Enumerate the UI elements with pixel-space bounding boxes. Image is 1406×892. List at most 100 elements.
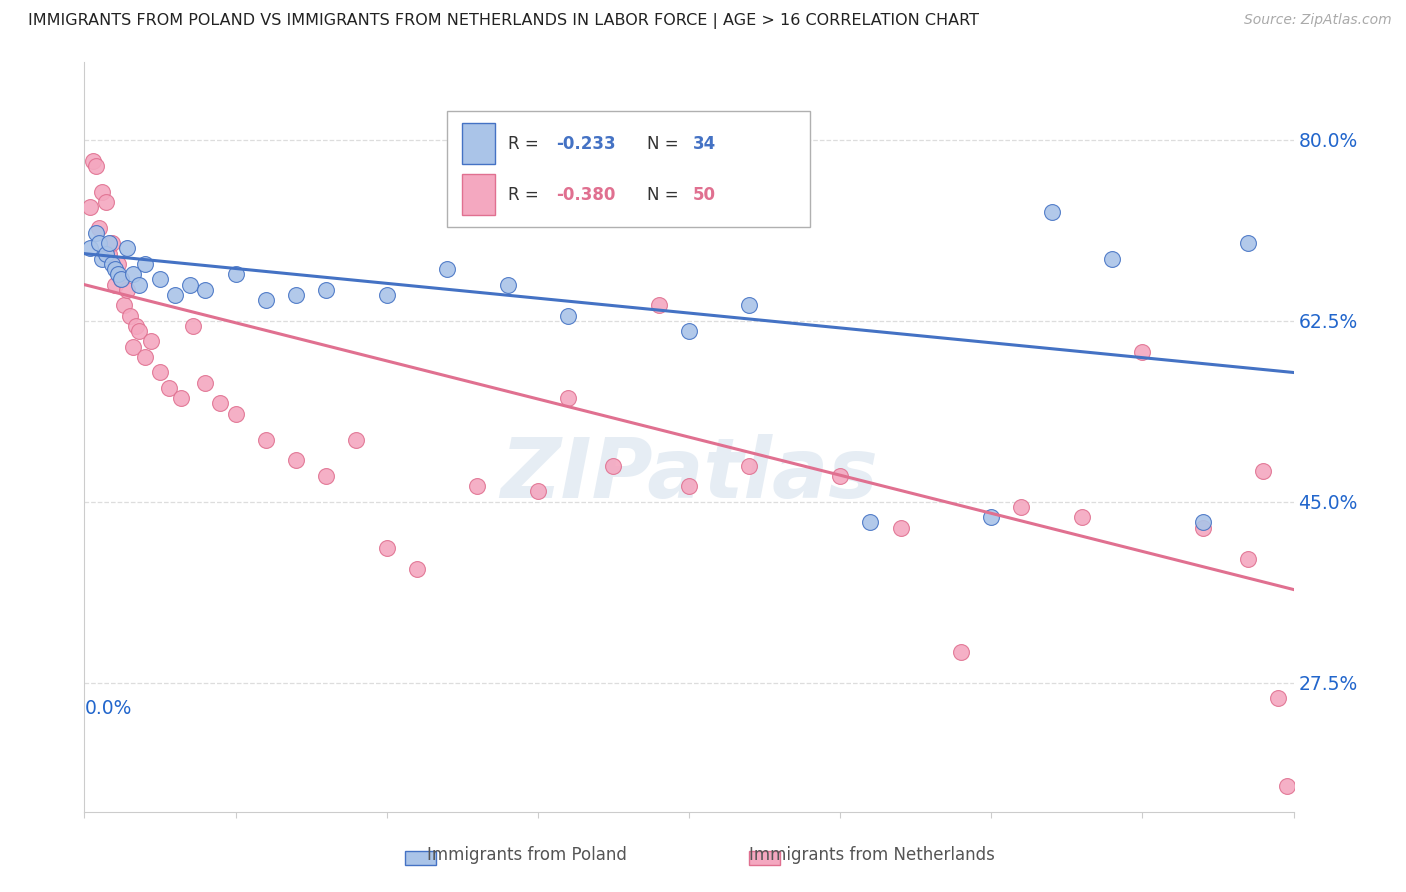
Point — [285, 453, 308, 467]
Point — [496, 277, 519, 292]
Point — [1011, 500, 1033, 514]
FancyBboxPatch shape — [461, 123, 495, 164]
Point — [950, 644, 973, 658]
Text: IMMIGRANTS FROM POLAND VS IMMIGRANTS FROM NETHERLANDS IN LABOR FORCE | AGE > 16 : IMMIGRANTS FROM POLAND VS IMMIGRANTS FRO… — [28, 13, 979, 29]
Text: 0.0%: 0.0% — [84, 699, 132, 718]
Point — [209, 396, 232, 410]
Point — [467, 479, 489, 493]
Text: Immigrants from Poland: Immigrants from Poland — [427, 846, 627, 863]
Point — [436, 262, 458, 277]
Point — [1253, 464, 1275, 478]
Point — [315, 468, 337, 483]
Point — [82, 153, 104, 168]
Text: -0.233: -0.233 — [555, 135, 616, 153]
Point — [648, 298, 671, 312]
Point — [1237, 551, 1260, 566]
Point — [1192, 520, 1215, 534]
Point — [121, 340, 143, 354]
Point — [110, 272, 132, 286]
Text: N =: N = — [647, 186, 683, 203]
Point — [110, 272, 132, 286]
Point — [91, 252, 114, 266]
Point — [1277, 779, 1299, 793]
Point — [830, 468, 852, 483]
Point — [285, 288, 308, 302]
Point — [157, 381, 180, 395]
Point — [859, 516, 882, 530]
Point — [1192, 516, 1215, 530]
Point — [94, 194, 117, 209]
Point — [89, 220, 111, 235]
Point — [118, 309, 141, 323]
Point — [254, 433, 277, 447]
Point — [125, 318, 148, 333]
Point — [678, 479, 700, 493]
Point — [86, 226, 108, 240]
Point — [170, 392, 193, 406]
FancyBboxPatch shape — [405, 851, 436, 865]
Point — [121, 268, 143, 282]
Point — [1101, 252, 1123, 266]
Point — [225, 268, 247, 282]
Point — [79, 242, 101, 256]
Text: Immigrants from Netherlands: Immigrants from Netherlands — [749, 846, 994, 863]
Point — [1071, 510, 1094, 524]
FancyBboxPatch shape — [461, 175, 495, 215]
FancyBboxPatch shape — [447, 112, 810, 227]
Point — [89, 236, 111, 251]
Point — [980, 510, 1002, 524]
Point — [128, 277, 150, 292]
Point — [346, 433, 368, 447]
Point — [115, 283, 138, 297]
Point — [91, 185, 114, 199]
Point — [254, 293, 277, 307]
Point — [97, 246, 120, 260]
Point — [1040, 205, 1063, 219]
Point — [315, 283, 337, 297]
Text: 34: 34 — [693, 135, 716, 153]
Point — [406, 562, 429, 576]
Point — [179, 277, 201, 292]
Point — [527, 484, 550, 499]
Point — [602, 458, 624, 473]
Point — [165, 288, 187, 302]
Point — [678, 324, 700, 338]
Point — [375, 541, 398, 556]
Point — [225, 407, 247, 421]
Point — [557, 309, 579, 323]
Point — [1237, 236, 1260, 251]
Text: ZIPatlas: ZIPatlas — [501, 434, 877, 515]
Point — [1130, 344, 1153, 359]
Point — [104, 262, 127, 277]
FancyBboxPatch shape — [749, 851, 780, 865]
Text: R =: R = — [508, 135, 544, 153]
Point — [181, 318, 204, 333]
Point — [94, 246, 117, 260]
Point — [890, 520, 912, 534]
Point — [738, 298, 761, 312]
Point — [375, 288, 398, 302]
Point — [86, 159, 108, 173]
Point — [149, 272, 172, 286]
Point — [134, 257, 156, 271]
Point — [139, 334, 162, 349]
Point — [557, 392, 579, 406]
Point — [112, 298, 135, 312]
Text: -0.380: -0.380 — [555, 186, 616, 203]
Point — [128, 324, 150, 338]
Point — [149, 366, 172, 380]
Text: 50: 50 — [693, 186, 716, 203]
Point — [104, 277, 127, 292]
Point — [79, 200, 101, 214]
Point — [1267, 691, 1289, 706]
Point — [100, 257, 122, 271]
Point — [194, 283, 217, 297]
Point — [134, 350, 156, 364]
Text: N =: N = — [647, 135, 683, 153]
Point — [738, 458, 761, 473]
Point — [115, 242, 138, 256]
Point — [100, 236, 122, 251]
Point — [107, 268, 129, 282]
Text: R =: R = — [508, 186, 544, 203]
Point — [97, 236, 120, 251]
